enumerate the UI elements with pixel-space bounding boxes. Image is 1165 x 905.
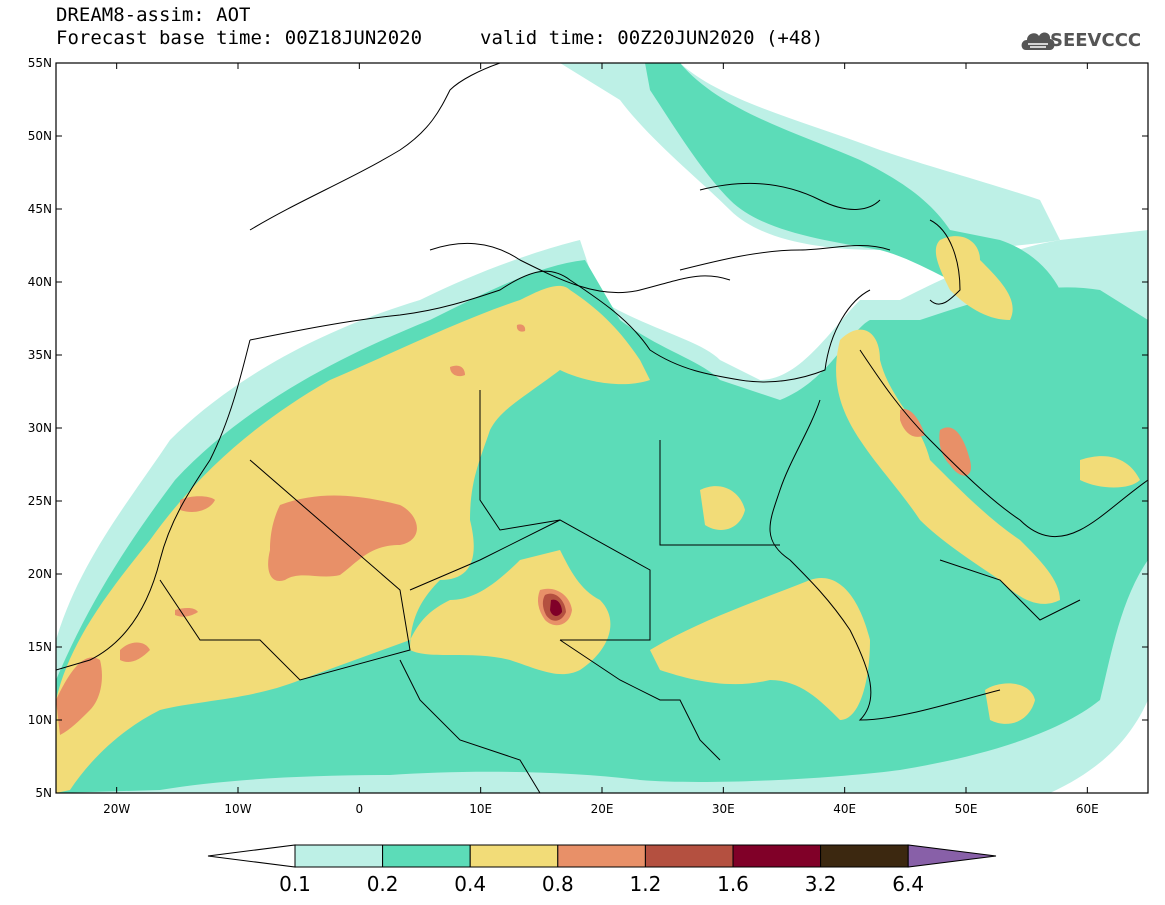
- forecast-base-time: Forecast base time: 00Z18JUN2020: [56, 27, 423, 49]
- lat-tick-label: 35N: [28, 348, 52, 362]
- colorbar-under-triangle: [207, 844, 296, 868]
- lon-tick-label: 20W: [103, 802, 130, 816]
- lon-tick-label: 50E: [955, 802, 978, 816]
- colorbar-segment: [732, 844, 822, 868]
- lat-tick-label: 5N: [35, 786, 52, 800]
- colorbar-label: 0.2: [366, 872, 399, 896]
- coastlines: [56, 63, 1148, 793]
- valid-time: valid time: 00Z20JUN2020 (+48): [480, 27, 824, 49]
- colorbar-segment: [382, 844, 471, 868]
- colorbar-segment: [294, 844, 384, 868]
- axis-ticks: 5N 10N 15N 20N 25N 30N 35N 40N 45N 50N 55N 20W 10W 0 1…: [28, 56, 1148, 816]
- map-title: DREAM8-assim: AOT: [56, 4, 251, 26]
- lat-tick-label: 45N: [28, 202, 52, 216]
- lat-tick-label: 40N: [28, 275, 52, 289]
- lat-tick-label: 55N: [28, 56, 52, 70]
- lat-tick-label: 25N: [28, 494, 52, 508]
- lat-tick-label: 20N: [28, 567, 52, 581]
- colorbar-label: 0.1: [279, 872, 311, 896]
- cloud-logo-icon: [1021, 32, 1055, 50]
- colorbar-label: 0.4: [454, 872, 487, 896]
- colorbar-label: 1.2: [629, 872, 662, 896]
- colorbar-segment: [644, 844, 734, 868]
- aot-level-1.6: [550, 599, 562, 616]
- lat-tick-label: 50N: [28, 129, 52, 143]
- colorbar-over-triangle: [907, 844, 997, 868]
- lon-tick-label: 10W: [224, 802, 251, 816]
- lon-tick-label: 60E: [1076, 802, 1099, 816]
- logo-text: SEEVCCC: [1050, 30, 1142, 51]
- lat-tick-label: 10N: [28, 713, 52, 727]
- lon-tick-label: 0: [356, 802, 364, 816]
- lon-tick-label: 30E: [712, 802, 735, 816]
- aot-field: [56, 63, 1148, 793]
- colorbar-segment: [557, 844, 646, 868]
- colorbar: [207, 844, 997, 868]
- lat-tick-label: 30N: [28, 421, 52, 435]
- colorbar-label: 0.8: [541, 872, 574, 896]
- colorbar-segment: [820, 844, 909, 868]
- colorbar-label: 6.4: [892, 872, 925, 896]
- lon-tick-label: 20E: [591, 802, 614, 816]
- colorbar-label: 1.6: [717, 872, 749, 896]
- lon-tick-label: 10E: [469, 802, 492, 816]
- colorbar-label: 3.2: [804, 872, 837, 896]
- colorbar-segment: [469, 844, 559, 868]
- lat-tick-label: 15N: [28, 640, 52, 654]
- lon-tick-label: 40E: [833, 802, 856, 816]
